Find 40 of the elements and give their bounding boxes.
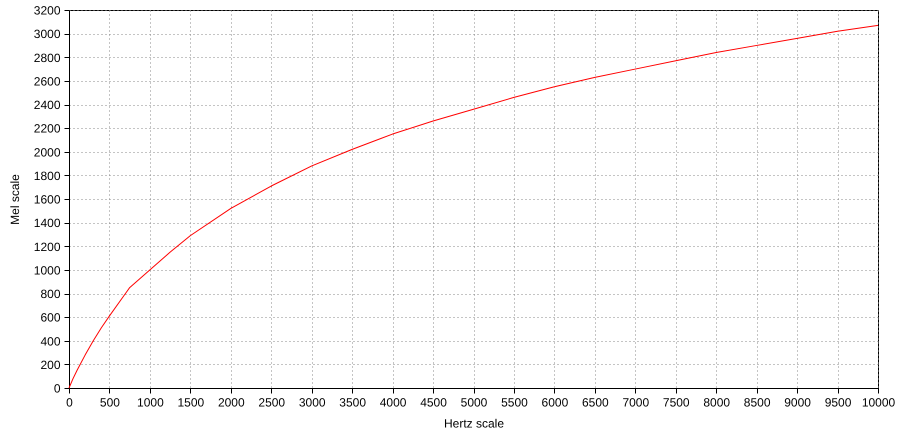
- y-tick-label: 1800: [34, 168, 61, 183]
- y-tick-label: 200: [40, 358, 61, 372]
- x-tick-label: 3000: [298, 396, 326, 410]
- x-tick-label: 6500: [582, 396, 610, 410]
- y-axis-title: Mel scale: [8, 174, 22, 225]
- x-tick-label: 7000: [622, 396, 650, 410]
- x-tick-label: 4000: [380, 396, 407, 410]
- y-tick-label: 2400: [34, 98, 61, 112]
- x-tick-label: 8500: [744, 396, 771, 410]
- x-tick-label: 5500: [501, 396, 528, 410]
- x-tick-label: 5000: [460, 396, 488, 410]
- x-tick-label: 0: [66, 396, 74, 410]
- x-tick-label: 6000: [542, 396, 569, 410]
- y-tick-label: 1600: [34, 192, 61, 206]
- x-tick-label: 2500: [258, 396, 286, 410]
- y-tick-label: 2800: [34, 50, 61, 65]
- y-tick-label: 600: [40, 310, 61, 325]
- y-tick-label: 1000: [34, 263, 61, 278]
- y-tick-label: 1200: [34, 240, 61, 254]
- y-tick-label: 3200: [34, 4, 61, 18]
- y-tick-label: 1400: [34, 216, 61, 230]
- x-tick-label: 7500: [662, 396, 690, 410]
- y-tick-label: 2200: [34, 122, 61, 136]
- y-tick-label: 0: [54, 382, 61, 396]
- x-tick-label: 4500: [420, 396, 448, 410]
- y-tick-label: 2600: [34, 74, 61, 88]
- y-tick-label: 400: [40, 334, 61, 348]
- y-tick-label: 3000: [34, 27, 61, 42]
- x-tick-label: 1000: [137, 396, 164, 410]
- y-tick-label: 2000: [34, 145, 61, 160]
- x-tick-label: 500: [100, 396, 120, 410]
- x-tick-label: 3500: [339, 396, 366, 410]
- x-tick-label: 9000: [784, 396, 812, 410]
- x-tick-label: 9500: [824, 396, 852, 410]
- x-tick-label: 8000: [703, 396, 730, 410]
- x-tick-label: 1500: [178, 396, 205, 410]
- x-tick-label: 10000: [862, 396, 896, 410]
- x-axis-title: Hertz scale: [444, 416, 504, 430]
- x-tick-label: 2000: [218, 396, 245, 410]
- y-tick-label: 800: [40, 287, 61, 301]
